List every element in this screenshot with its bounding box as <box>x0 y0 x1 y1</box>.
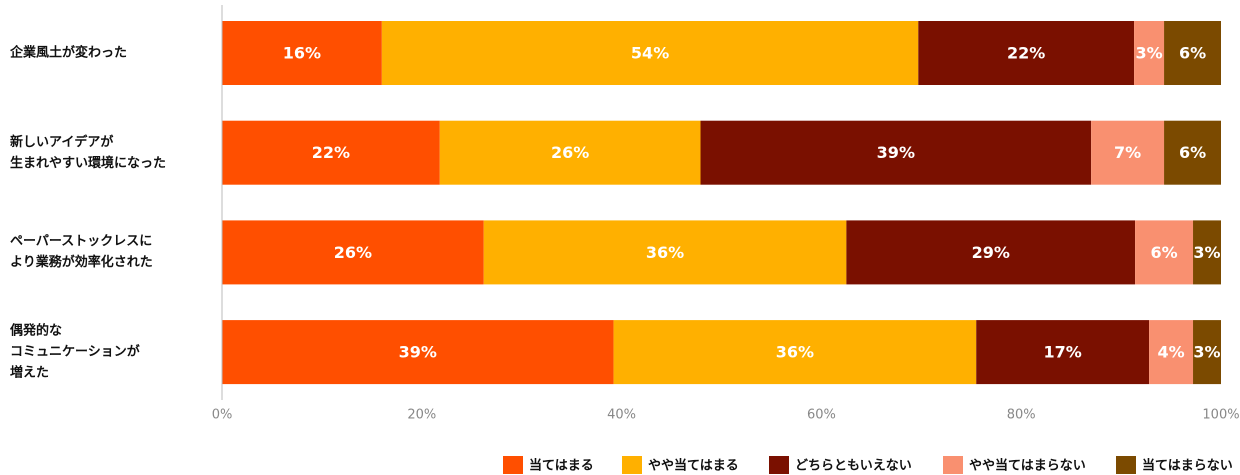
legend-swatch <box>769 456 789 474</box>
x-tick-label: 80% <box>1007 408 1036 423</box>
value-label: 3% <box>1193 343 1220 362</box>
value-label: 54% <box>631 44 669 63</box>
value-label: 17% <box>1044 343 1082 362</box>
legend-label: どちらともいえない <box>795 459 912 474</box>
legend-swatch <box>503 456 523 474</box>
value-label: 6% <box>1179 143 1206 162</box>
value-label: 16% <box>283 44 321 63</box>
bar-segment <box>1193 320 1221 385</box>
legend-swatch <box>1116 456 1136 474</box>
value-label: 4% <box>1157 343 1184 362</box>
value-label: 3% <box>1135 44 1162 63</box>
bar-segment <box>613 320 977 385</box>
bar-segment <box>1135 220 1194 285</box>
bar-segment <box>1164 120 1221 185</box>
value-label: 29% <box>972 243 1010 262</box>
legend-label: 当てはまる <box>529 458 594 474</box>
bar-segment <box>222 120 440 185</box>
x-tick-label: 0% <box>212 408 233 423</box>
bar-segment <box>976 320 1150 385</box>
value-label: 3% <box>1193 243 1220 262</box>
value-label: 39% <box>399 343 437 362</box>
category-label: ペーパーストックレスに より業務が効率化された <box>10 234 153 271</box>
bar-segment <box>222 21 382 85</box>
bar-segment <box>700 120 1092 185</box>
x-tick-label: 20% <box>407 408 436 423</box>
legend-swatch <box>622 456 642 474</box>
x-tick-label: 100% <box>1202 408 1239 423</box>
x-tick-label: 40% <box>607 408 636 423</box>
bar-segment <box>1091 120 1165 185</box>
legend-label: やや当てはまる <box>648 458 739 474</box>
value-label: 26% <box>334 243 372 262</box>
value-label: 22% <box>312 143 350 162</box>
category-label: 偶発的な コミュニケーションが 増えた <box>10 323 140 381</box>
value-label: 6% <box>1150 243 1177 262</box>
value-label: 7% <box>1114 143 1141 162</box>
legend-label: 当てはまらない <box>1142 458 1233 474</box>
bar-segment <box>381 21 919 85</box>
legend-label: やや当てはまらない <box>969 458 1086 474</box>
value-label: 36% <box>646 243 684 262</box>
bar-segment <box>1134 21 1165 85</box>
value-label: 39% <box>877 143 915 162</box>
bar-segment <box>1193 220 1221 285</box>
legend-swatch <box>943 456 963 474</box>
value-label: 6% <box>1179 44 1206 63</box>
value-label: 22% <box>1007 44 1045 63</box>
bar-segment <box>222 320 614 385</box>
category-label: 企業風土が変わった <box>10 45 128 61</box>
bar-segment <box>483 220 847 285</box>
bar-segment <box>918 21 1135 85</box>
category-label: 新しいアイデアが 生まれやすい環境になった <box>10 134 167 171</box>
x-tick-label: 60% <box>807 408 836 423</box>
value-label: 36% <box>776 343 814 362</box>
bar-segment <box>222 220 484 285</box>
value-label: 26% <box>551 143 589 162</box>
bar-segment <box>439 120 701 185</box>
bar-segment <box>1164 21 1221 85</box>
bar-segment <box>846 220 1136 285</box>
bar-segment <box>1149 320 1194 385</box>
